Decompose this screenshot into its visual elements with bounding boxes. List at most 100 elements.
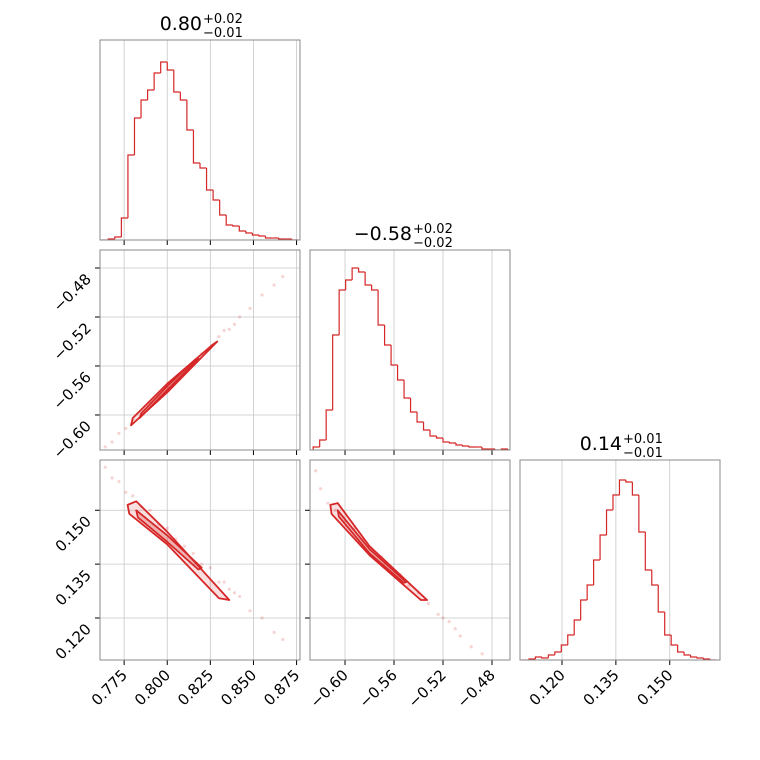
sample-point bbox=[222, 580, 226, 584]
hist-bin bbox=[534, 656, 542, 659]
hist-bin bbox=[599, 534, 607, 560]
hist-bin bbox=[371, 285, 379, 291]
sample-point bbox=[407, 584, 411, 588]
sample-point bbox=[232, 322, 237, 326]
hist-bin bbox=[319, 439, 327, 447]
sample-point bbox=[272, 630, 276, 634]
hist-bin bbox=[212, 190, 220, 201]
hist-bin bbox=[481, 447, 489, 450]
contour bbox=[138, 357, 200, 419]
hist-bin bbox=[664, 612, 672, 636]
sample-point bbox=[208, 566, 212, 570]
sample-point bbox=[117, 479, 121, 484]
hist-bin bbox=[377, 290, 385, 326]
hist-bin bbox=[238, 226, 246, 232]
panel: 0.775 0.800 0.825 0.850 0.875 0.120 0.135 0.150 bbox=[52, 459, 303, 709]
panel-frame bbox=[519, 459, 721, 661]
sample-point bbox=[191, 551, 195, 555]
hist-bin bbox=[422, 422, 431, 431]
sample-point bbox=[333, 508, 337, 512]
hist-bin bbox=[554, 651, 562, 655]
hist-bin bbox=[631, 482, 639, 496]
param-title-lower: −0.02 bbox=[413, 236, 453, 251]
hist-bin bbox=[173, 70, 181, 93]
hist-bin bbox=[396, 365, 405, 381]
sample-point bbox=[248, 306, 252, 311]
panel-frame bbox=[99, 39, 301, 241]
panel-frame bbox=[99, 249, 301, 451]
x-tick-label: 0.825 bbox=[174, 666, 217, 709]
y-tick-label: 0.135 bbox=[52, 566, 95, 609]
sample-point bbox=[165, 526, 169, 530]
hist-bin bbox=[312, 446, 320, 450]
param-title: 0.14 bbox=[580, 433, 622, 455]
hist-bin bbox=[264, 236, 273, 239]
hist-bin bbox=[683, 652, 691, 656]
sample-point bbox=[217, 334, 221, 339]
hist-bin bbox=[689, 655, 698, 658]
sample-point bbox=[103, 465, 107, 469]
hist-bin bbox=[560, 644, 568, 652]
hist-bin bbox=[160, 61, 168, 73]
hist-bin bbox=[166, 62, 174, 71]
hist-bin bbox=[192, 130, 200, 164]
hist-bin bbox=[696, 657, 704, 659]
hist-bin bbox=[605, 509, 613, 535]
hist-bin bbox=[702, 658, 710, 660]
hist-bin bbox=[644, 532, 652, 571]
hist-bin bbox=[618, 479, 626, 495]
x-tick-label: −0.48 bbox=[454, 666, 499, 711]
sample-point bbox=[453, 627, 457, 631]
param-title: 0.80 bbox=[160, 13, 202, 35]
hist-bin bbox=[461, 445, 469, 447]
param-title-upper: +0.02 bbox=[413, 222, 453, 237]
y-tick-label: −0.48 bbox=[50, 270, 95, 315]
hist-bin bbox=[580, 599, 588, 620]
hist-bin bbox=[278, 238, 286, 240]
hist-bin bbox=[670, 635, 678, 646]
sample-point bbox=[117, 431, 121, 435]
hist-bin bbox=[625, 480, 633, 483]
sample-point bbox=[103, 445, 107, 449]
sample-point bbox=[326, 501, 330, 505]
hist-bin bbox=[345, 279, 353, 290]
sample-point bbox=[248, 609, 252, 613]
hist-bin bbox=[146, 89, 155, 100]
hist-bin bbox=[325, 409, 333, 440]
hist-bin bbox=[205, 168, 214, 191]
x-tick-label: 0.150 bbox=[633, 666, 676, 709]
x-tick-label: 0.850 bbox=[217, 666, 260, 709]
sample-point bbox=[110, 440, 114, 444]
hist-bin bbox=[651, 570, 659, 586]
hist-bin bbox=[612, 494, 620, 510]
sample-point bbox=[458, 634, 462, 638]
sample-point bbox=[281, 274, 285, 279]
hist-bin bbox=[541, 657, 549, 659]
x-tick-label: −0.56 bbox=[356, 666, 401, 711]
sample-point bbox=[426, 602, 430, 606]
x-tick-label: −0.52 bbox=[405, 666, 450, 711]
sample-point bbox=[260, 293, 264, 297]
x-tick-label: −0.60 bbox=[307, 666, 352, 711]
hist-bin bbox=[133, 117, 142, 155]
hist-bin bbox=[199, 163, 207, 169]
hist-bin bbox=[442, 438, 450, 443]
hist-bin bbox=[547, 654, 555, 658]
hist-bin bbox=[291, 239, 299, 240]
param-title-lower: −0.01 bbox=[203, 26, 243, 41]
hist-bin bbox=[435, 436, 444, 439]
hist-bin bbox=[251, 233, 259, 236]
contour bbox=[135, 509, 203, 571]
sample-point bbox=[222, 328, 226, 333]
hist-bin bbox=[120, 217, 128, 237]
sample-point bbox=[447, 619, 451, 624]
x-tick-label: 0.775 bbox=[88, 666, 131, 709]
hist-bin bbox=[179, 92, 187, 101]
contour bbox=[329, 502, 428, 601]
hist-bin bbox=[358, 268, 366, 273]
x-tick-label: 0.800 bbox=[131, 666, 174, 709]
panel: −0.60−0.56−0.52−0.48 bbox=[50, 249, 301, 462]
x-tick-label: 0.120 bbox=[526, 666, 569, 709]
hist-bin bbox=[332, 334, 340, 410]
